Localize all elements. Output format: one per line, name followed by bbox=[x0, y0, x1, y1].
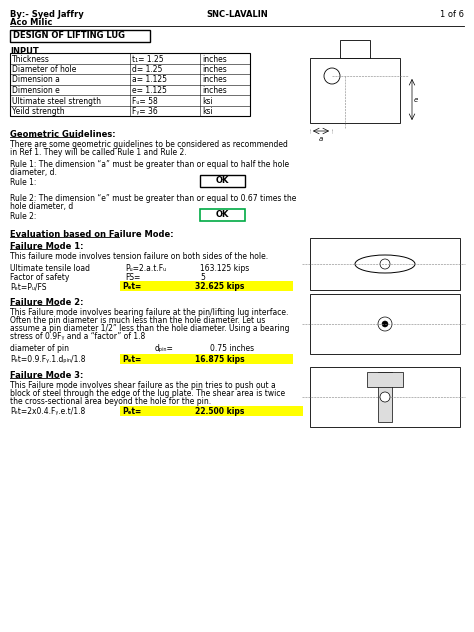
Text: 5: 5 bbox=[200, 273, 205, 282]
Text: 1 of 6: 1 of 6 bbox=[440, 10, 464, 19]
Text: This Failure mode involves shear failure as the pin tries to push out a: This Failure mode involves shear failure… bbox=[10, 381, 276, 390]
Bar bbox=[200, 175, 245, 187]
Bar bbox=[193, 281, 293, 291]
Text: Geometric Guidelines:: Geometric Guidelines: bbox=[10, 130, 116, 139]
Text: 163.125 kips: 163.125 kips bbox=[200, 264, 249, 273]
Bar bbox=[10, 53, 250, 116]
Text: This failure mode involves tension failure on both sides of the hole.: This failure mode involves tension failu… bbox=[10, 252, 268, 261]
Bar bbox=[10, 30, 150, 42]
Text: 16.875 kips: 16.875 kips bbox=[195, 355, 245, 364]
Bar bbox=[120, 406, 195, 416]
Text: Factor of safety: Factor of safety bbox=[10, 273, 69, 282]
Text: assume a pin diameter 1/2” less than the hole diameter. Using a bearing: assume a pin diameter 1/2” less than the… bbox=[10, 324, 290, 333]
Text: OK: OK bbox=[216, 176, 229, 185]
Text: in Ref 1. They will be called Rule 1 and Rule 2.: in Ref 1. They will be called Rule 1 and… bbox=[10, 148, 187, 157]
Text: SNC-LAVALIN: SNC-LAVALIN bbox=[206, 10, 268, 19]
Text: Thickness: Thickness bbox=[12, 54, 50, 63]
Text: inches: inches bbox=[202, 75, 227, 85]
Bar bbox=[193, 406, 303, 416]
Text: OK: OK bbox=[216, 210, 229, 219]
Text: stress of 0.9Fᵧ and a “factor” of 1.8: stress of 0.9Fᵧ and a “factor” of 1.8 bbox=[10, 332, 145, 341]
Text: Dimension e: Dimension e bbox=[12, 86, 60, 95]
Text: Evaluation based on Failure Mode:: Evaluation based on Failure Mode: bbox=[10, 230, 173, 239]
Bar bbox=[310, 367, 460, 427]
Bar bbox=[200, 209, 245, 221]
Text: DESIGN OF LIFTING LUG: DESIGN OF LIFTING LUG bbox=[13, 32, 125, 40]
Text: Rule 2:: Rule 2: bbox=[10, 212, 36, 221]
Text: t₁= 1.25: t₁= 1.25 bbox=[132, 54, 164, 63]
Text: a= 1.125: a= 1.125 bbox=[132, 75, 167, 85]
Text: Pᵤ=2.a.t.Fᵤ: Pᵤ=2.a.t.Fᵤ bbox=[125, 264, 166, 273]
Text: Rule 1:: Rule 1: bbox=[10, 178, 36, 187]
Text: Ultimate tensile load: Ultimate tensile load bbox=[10, 264, 90, 273]
Text: ksi: ksi bbox=[202, 97, 213, 106]
Bar bbox=[310, 294, 460, 354]
Text: 32.625 kips: 32.625 kips bbox=[195, 282, 245, 291]
Text: e: e bbox=[414, 97, 418, 102]
Text: Pₑt=0.9.Fᵧ.1.dₚᵢₙ/1.8: Pₑt=0.9.Fᵧ.1.dₚᵢₙ/1.8 bbox=[10, 355, 85, 364]
Text: Rule 1: The dimension “a” must be greater than or equal to half the hole: Rule 1: The dimension “a” must be greate… bbox=[10, 160, 289, 169]
Text: diameter of pin: diameter of pin bbox=[10, 344, 69, 353]
Text: Ultimate steel strength: Ultimate steel strength bbox=[12, 97, 101, 106]
Text: inches: inches bbox=[202, 54, 227, 63]
Text: Pₑt=2x0.4.Fᵧ.e.t/1.8: Pₑt=2x0.4.Fᵧ.e.t/1.8 bbox=[10, 407, 85, 416]
Text: ksi: ksi bbox=[202, 107, 213, 116]
Text: a: a bbox=[319, 136, 323, 142]
Bar bbox=[120, 281, 195, 291]
Text: Pₑt=: Pₑt= bbox=[122, 355, 141, 364]
Bar bbox=[378, 372, 392, 422]
Bar bbox=[130, 74, 200, 85]
Text: 22.500 kips: 22.500 kips bbox=[195, 407, 245, 416]
Bar bbox=[130, 85, 200, 95]
Text: INPUT: INPUT bbox=[10, 47, 39, 56]
Text: Fᵤ= 58: Fᵤ= 58 bbox=[132, 97, 158, 106]
Text: Diameter of hole: Diameter of hole bbox=[12, 65, 76, 74]
Text: Pₑt=Pᵤ/FS: Pₑt=Pᵤ/FS bbox=[10, 282, 46, 291]
Text: There are some geometric guidelines to be considered as recommended: There are some geometric guidelines to b… bbox=[10, 140, 288, 149]
Text: d= 1.25: d= 1.25 bbox=[132, 65, 163, 74]
Text: e= 1.125: e= 1.125 bbox=[132, 86, 167, 95]
Text: Aco Milic: Aco Milic bbox=[10, 18, 52, 27]
Text: FS=: FS= bbox=[125, 273, 140, 282]
Text: dₚᵢₙ=: dₚᵢₙ= bbox=[155, 344, 174, 353]
Text: Often the pin diameter is much less than the hole diameter. Let us: Often the pin diameter is much less than… bbox=[10, 316, 265, 325]
Text: block of steel through the edge of the lug plate. The shear area is twice: block of steel through the edge of the l… bbox=[10, 389, 285, 398]
Bar bbox=[367, 372, 403, 387]
Text: Failure Mode 1:: Failure Mode 1: bbox=[10, 242, 83, 251]
Bar bbox=[130, 63, 200, 74]
Bar bbox=[340, 40, 370, 58]
Text: Rule 2: The dimension “e” must be greater than or equal to 0.67 times the: Rule 2: The dimension “e” must be greate… bbox=[10, 194, 296, 203]
Text: Dimension a: Dimension a bbox=[12, 75, 60, 85]
Bar bbox=[310, 238, 460, 290]
Text: This Failure mode involves bearing failure at the pin/lifting lug interface.: This Failure mode involves bearing failu… bbox=[10, 308, 288, 317]
Text: Pₑt=: Pₑt= bbox=[122, 282, 141, 291]
Text: Failure Mode 3:: Failure Mode 3: bbox=[10, 371, 83, 380]
Text: 0.75 inches: 0.75 inches bbox=[210, 344, 254, 353]
Bar bbox=[120, 354, 195, 364]
Text: the cross-sectional area beyond the hole for the pin.: the cross-sectional area beyond the hole… bbox=[10, 397, 211, 406]
Text: Failure Mode 2:: Failure Mode 2: bbox=[10, 298, 83, 307]
Circle shape bbox=[380, 392, 390, 402]
Text: Yeild strength: Yeild strength bbox=[12, 107, 64, 116]
Bar bbox=[130, 53, 200, 63]
Bar bbox=[310, 58, 400, 123]
Text: By:- Syed Jaffry: By:- Syed Jaffry bbox=[10, 10, 84, 19]
Text: inches: inches bbox=[202, 86, 227, 95]
Text: inches: inches bbox=[202, 65, 227, 74]
Text: hole diameter, d: hole diameter, d bbox=[10, 202, 73, 211]
Text: Pₑt=: Pₑt= bbox=[122, 407, 141, 416]
Circle shape bbox=[382, 321, 388, 327]
Bar bbox=[193, 354, 293, 364]
Text: diameter, d.: diameter, d. bbox=[10, 168, 57, 177]
Text: Fᵧ= 36: Fᵧ= 36 bbox=[132, 107, 158, 116]
